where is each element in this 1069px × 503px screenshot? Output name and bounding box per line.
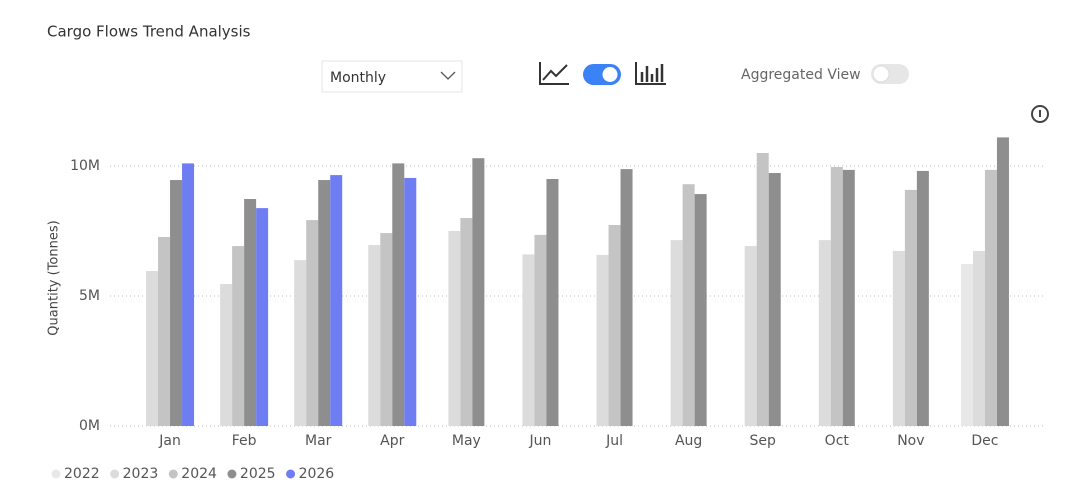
toggle-knob[interactable] [602,67,618,82]
y-tick-label: 0M [79,418,100,434]
icon-axes[interactable] [635,62,666,85]
bar [608,225,621,426]
legend-swatch [110,469,120,479]
bar [448,231,461,426]
bar [158,236,171,426]
toggle-knob[interactable] [872,65,890,83]
bar [682,184,695,426]
bar [984,169,997,426]
bar [232,246,245,426]
line-view-icon[interactable] [539,62,569,85]
bar [756,153,769,426]
bar [256,208,269,426]
bar [534,234,547,426]
bar [380,233,393,426]
x-tick-label: Oct [825,433,850,449]
bar [472,158,485,426]
period-dropdown[interactable]: Monthly [321,60,463,93]
icon-line[interactable] [542,64,568,81]
x-tick-label: Sep [750,433,777,449]
bar [842,169,855,426]
bar [620,169,633,426]
icon-axes[interactable] [539,62,569,85]
bar [768,173,781,426]
legend-label: 2025 [240,466,276,482]
legend-swatch [51,469,61,479]
dropdown-value[interactable]: Monthly [330,70,386,86]
bar [392,163,405,426]
x-tick-label: Apr [380,433,404,449]
bar [694,194,707,426]
icon-bars[interactable] [640,64,664,82]
x-tick-label: Nov [897,433,924,449]
bar [972,251,985,426]
y-tick-label: 5M [79,288,100,304]
bar [996,137,1009,426]
bar [182,163,195,426]
x-tick-label: Jul [605,433,623,449]
bar [306,220,319,426]
legend-label: 2024 [181,466,217,482]
bar [146,271,159,426]
dropdown-arrow[interactable] [440,71,456,80]
bar [892,251,905,426]
bar [744,246,757,426]
bar [170,180,183,426]
bar [830,167,843,427]
bar [670,240,683,426]
legend-label: 2023 [123,466,159,482]
legend-label: 2022 [64,466,100,482]
aggregated-toggle[interactable] [871,64,909,84]
bar [522,254,535,426]
legend-label: 2026 [299,466,335,482]
bar [244,199,257,426]
bar [220,284,233,426]
legend-swatch [168,469,178,479]
dropdown-box[interactable] [321,60,463,93]
bar [294,260,307,426]
x-tick-label: Jan [158,433,181,449]
bar [330,175,343,426]
legend-swatch [227,469,237,479]
x-tick-label: Mar [305,433,332,449]
x-tick-label: May [452,433,481,449]
bar [960,264,973,426]
x-tick-label: Feb [232,433,257,449]
info-circle[interactable] [1031,105,1049,123]
bar [818,240,831,426]
bar [916,170,929,426]
chart-title: Cargo Flows Trend Analysis [47,23,251,41]
x-tick-label: Aug [675,433,702,449]
bar-view-icon[interactable] [635,62,666,85]
bar [904,189,917,426]
bar [318,180,331,426]
view-toggle[interactable] [583,64,621,85]
x-tick-label: Dec [971,433,998,449]
y-tick-label: 10M [70,158,100,174]
x-tick-label: Jun [529,433,552,449]
bar [460,218,473,426]
aggregated-label: Aggregated View [741,67,861,83]
bar [404,177,417,426]
info-icon[interactable] [1031,105,1049,123]
bar [596,254,609,426]
legend-swatch [286,469,296,479]
bar [546,179,559,426]
y-axis-title: Quantity (Tonnes) [47,220,62,335]
bar [368,245,381,426]
